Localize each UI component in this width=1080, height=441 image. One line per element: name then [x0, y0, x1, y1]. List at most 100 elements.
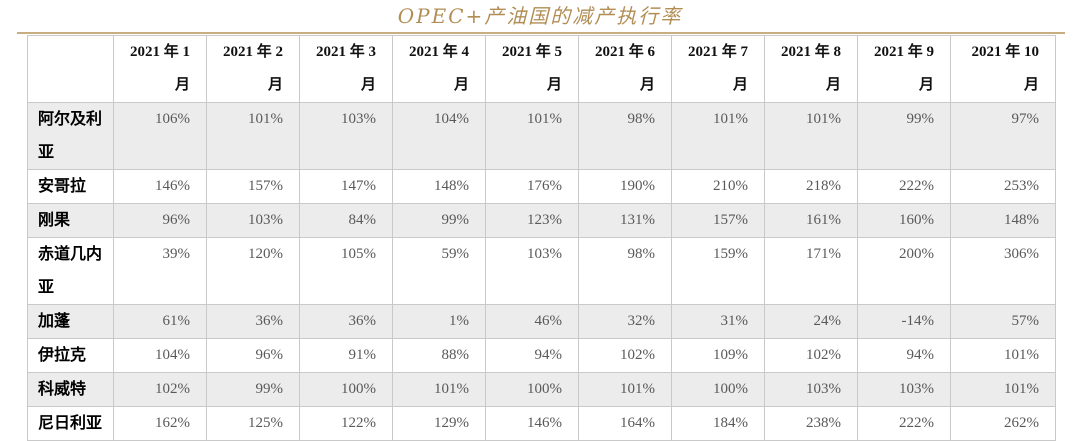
column-header-year-part: 2021 年 7 [687, 44, 748, 60]
value-cell: 171% [764, 237, 858, 305]
value-cell: 159% [671, 237, 765, 305]
value-cell: 100% [299, 372, 393, 407]
value-cell: 106% [113, 102, 207, 170]
value-cell: 184% [671, 406, 765, 441]
value-cell: 101% [392, 372, 486, 407]
value-cell: 99% [206, 372, 300, 407]
value-cell: 101% [950, 372, 1056, 407]
value-cell: 101% [485, 102, 579, 170]
value-cell: 24% [764, 304, 858, 339]
value-cell: 99% [857, 102, 951, 170]
value-cell: 146% [485, 406, 579, 441]
value-cell: 84% [299, 203, 393, 238]
country-cell: 加蓬 [27, 304, 114, 339]
value-cell: 102% [113, 372, 207, 407]
value-cell: 94% [857, 338, 951, 373]
value-cell: 101% [671, 102, 765, 170]
value-cell: 32% [578, 304, 672, 339]
table-header-row: 2021 年 1 月 2021 年 2 月 2021 年 3 月 2021 年 4 月 2021… [27, 35, 1056, 103]
value-cell: 222% [857, 169, 951, 204]
table-row: 安哥拉 146% 157% 147% 148% 176% 190% 210% 218% 222% 2… [27, 169, 1056, 204]
value-cell: 148% [950, 203, 1056, 238]
value-cell: 102% [578, 338, 672, 373]
column-header-month: 2021 年 2 月 [206, 35, 300, 103]
value-cell: 94% [485, 338, 579, 373]
column-header-month-part: 月 [267, 77, 283, 93]
column-header-month: 2021 年 9 月 [857, 35, 951, 103]
page-title: OPEC+产油国的减产执行率 [397, 4, 683, 28]
value-cell: 104% [392, 102, 486, 170]
value-cell: 157% [671, 203, 765, 238]
country-cell: 赤道几内亚 [27, 237, 114, 305]
value-cell: 200% [857, 237, 951, 305]
value-cell: 99% [392, 203, 486, 238]
column-header-month-part: 月 [918, 77, 934, 93]
value-cell: 146% [113, 169, 207, 204]
value-cell: 160% [857, 203, 951, 238]
column-header-month: 2021 年 10 月 [950, 35, 1056, 103]
table-row: 刚果 96% 103% 84% 99% 123% 131% 157% 161% 160% 148% [27, 203, 1056, 238]
value-cell: 36% [206, 304, 300, 339]
value-cell: 1% [392, 304, 486, 339]
column-header-year-part: 2021 年 10 [971, 44, 1039, 60]
value-cell: 125% [206, 406, 300, 441]
country-cell: 伊拉克 [27, 338, 114, 373]
country-cell: 尼日利亚 [27, 406, 114, 441]
value-cell: 253% [950, 169, 1056, 204]
value-cell: 98% [578, 237, 672, 305]
value-cell: -14% [857, 304, 951, 339]
value-cell: 61% [113, 304, 207, 339]
value-cell: 101% [578, 372, 672, 407]
value-cell: 103% [206, 203, 300, 238]
column-header-year-part: 2021 年 4 [408, 44, 469, 60]
table-row: 尼日利亚 162% 125% 122% 129% 146% 164% 184% 238% 222%… [27, 406, 1056, 441]
column-header-month-part: 月 [825, 77, 841, 93]
value-cell: 101% [764, 102, 858, 170]
column-header-year-part: 2021 年 5 [501, 44, 562, 60]
value-cell: 103% [764, 372, 858, 407]
value-cell: 109% [671, 338, 765, 373]
value-cell: 98% [578, 102, 672, 170]
value-cell: 101% [206, 102, 300, 170]
column-header-month: 2021 年 4 月 [392, 35, 486, 103]
value-cell: 31% [671, 304, 765, 339]
value-cell: 104% [113, 338, 207, 373]
table-row: 赤道几内亚 39% 120% 105% 59% 103% 98% 159% 171% 200% 30… [27, 237, 1056, 305]
column-header-year-part: 2021 年 6 [594, 44, 655, 60]
value-cell: 190% [578, 169, 672, 204]
column-header-month: 2021 年 5 月 [485, 35, 579, 103]
value-cell: 123% [485, 203, 579, 238]
corner-cell [27, 35, 114, 103]
column-header-month: 2021 年 8 月 [764, 35, 858, 103]
title-underline [17, 32, 1065, 34]
value-cell: 122% [299, 406, 393, 441]
table-row: 科威特 102% 99% 100% 101% 100% 101% 100% 103% 103% 10… [27, 372, 1056, 407]
country-cell: 阿尔及利亚 [27, 102, 114, 170]
value-cell: 164% [578, 406, 672, 441]
column-header-month-part: 月 [639, 77, 655, 93]
value-cell: 46% [485, 304, 579, 339]
value-cell: 59% [392, 237, 486, 305]
value-cell: 131% [578, 203, 672, 238]
value-cell: 39% [113, 237, 207, 305]
country-cell: 安哥拉 [27, 169, 114, 204]
value-cell: 91% [299, 338, 393, 373]
column-header-month-part: 月 [174, 77, 190, 93]
value-cell: 100% [485, 372, 579, 407]
value-cell: 157% [206, 169, 300, 204]
value-cell: 96% [206, 338, 300, 373]
value-cell: 162% [113, 406, 207, 441]
value-cell: 176% [485, 169, 579, 204]
value-cell: 306% [950, 237, 1056, 305]
value-cell: 120% [206, 237, 300, 305]
value-cell: 100% [671, 372, 765, 407]
value-cell: 210% [671, 169, 765, 204]
column-header-month-part: 月 [546, 77, 562, 93]
column-header-year-part: 2021 年 1 [129, 44, 190, 60]
table-row: 阿尔及利亚 106% 101% 103% 104% 101% 98% 101% 101% 99% 9… [27, 102, 1056, 170]
column-header-month: 2021 年 3 月 [299, 35, 393, 103]
value-cell: 97% [950, 102, 1056, 170]
value-cell: 103% [485, 237, 579, 305]
value-cell: 148% [392, 169, 486, 204]
value-cell: 147% [299, 169, 393, 204]
